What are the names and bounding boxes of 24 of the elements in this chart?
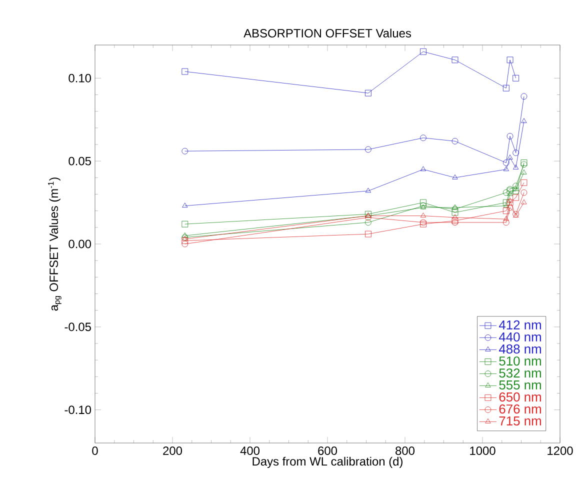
y-tick-label: 0.10 (68, 74, 92, 82)
legend-label: 715 nm (499, 416, 541, 426)
legend-label: 555 nm (499, 380, 541, 390)
y-tick-label: 0.05 (68, 156, 91, 166)
y-tick-label: -0.05 (64, 322, 91, 332)
chart-title: ABSORPTION OFFSET Values (244, 28, 412, 38)
y-tick-label: 0.00 (68, 240, 92, 248)
x-tick-label: 1000 (470, 446, 496, 455)
legend-label: 650 nm (499, 392, 541, 402)
x-tick-label: 1200 (548, 446, 573, 455)
legend-label: 676 nm (499, 404, 541, 414)
legend-label: 510 nm (499, 356, 541, 366)
x-tick-label: 800 (396, 446, 415, 455)
x-tick-label: 0 (92, 446, 98, 455)
legend-label: 412 nm (498, 320, 541, 330)
x-axis-title: Days from WL calibration (d) (252, 456, 402, 468)
legend-label: 488 nm (498, 344, 541, 354)
x-tick-label: 600 (318, 446, 338, 455)
y-tick-label: -0.10 (64, 406, 92, 414)
legend-label: 532 nm (499, 368, 541, 378)
y-axis-title: a$_{pg}$ OFFSET Values (m$^{-1}$) (48, 178, 62, 311)
legend-label: 440 nm (498, 332, 541, 342)
x-tick-label: 400 (240, 446, 260, 455)
x-tick-label: 200 (163, 446, 182, 455)
